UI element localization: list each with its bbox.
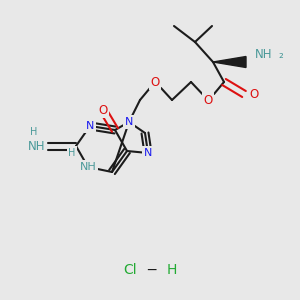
Text: NH: NH <box>255 47 273 61</box>
Text: O: O <box>150 76 160 88</box>
Text: NH: NH <box>28 140 45 152</box>
Polygon shape <box>213 56 246 68</box>
Text: H: H <box>30 127 38 137</box>
Text: O: O <box>98 103 108 116</box>
Text: ₂: ₂ <box>279 47 283 61</box>
Text: O: O <box>249 88 259 100</box>
Text: O: O <box>203 94 213 106</box>
Text: −: − <box>142 263 162 277</box>
Text: N: N <box>86 121 94 131</box>
Text: NH: NH <box>80 162 96 172</box>
Text: Cl: Cl <box>123 263 137 277</box>
Text: N: N <box>125 117 133 127</box>
Text: H: H <box>167 263 177 277</box>
Text: N: N <box>144 148 152 158</box>
Text: H: H <box>68 148 76 158</box>
